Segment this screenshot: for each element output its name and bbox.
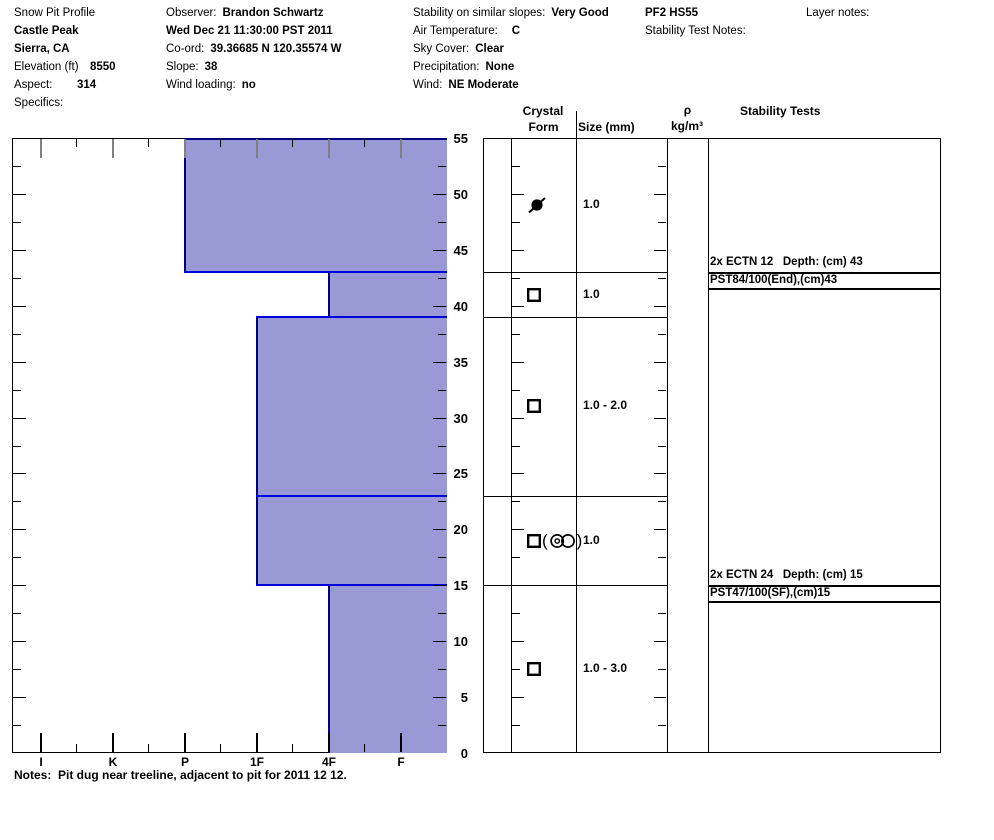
report-title: Snow Pit Profile bbox=[14, 6, 95, 21]
notes-text bbox=[51, 768, 58, 782]
sky-cover-label: Sky Cover: bbox=[413, 43, 470, 55]
pf-hs-value: PF2 HS55 bbox=[645, 7, 699, 19]
notes-label: Notes: bbox=[14, 768, 52, 782]
specifics-label: Specifics: bbox=[14, 97, 64, 109]
stability-test-notes-row: Stability Test Notes: bbox=[645, 24, 746, 39]
specifics-row: Specifics: bbox=[14, 96, 63, 111]
date-value: Wed Dec 21 11:30:00 PST 2011 bbox=[166, 25, 333, 37]
pf-hs-row: PF2 HS55 bbox=[645, 6, 698, 21]
stability-tests-header: Stability Tests bbox=[740, 104, 821, 118]
notes-line: Notes: Pit dug near treeline, adjacent t… bbox=[14, 768, 347, 782]
layer-notes-row: Layer notes: bbox=[806, 6, 869, 21]
slope-value: 38 bbox=[204, 61, 218, 73]
stability-slopes-value: Very Good bbox=[551, 7, 609, 19]
site-region-value: Sierra, CA bbox=[14, 43, 70, 55]
size-header: Size (mm) bbox=[578, 120, 635, 134]
elevation-value: 8550 bbox=[90, 61, 116, 73]
precipitation-row: Precipitation: None bbox=[413, 60, 514, 75]
aspect-row: Aspect: 314 bbox=[14, 78, 96, 93]
table-divider-density-stability bbox=[708, 138, 709, 753]
hardness-axis-label: P bbox=[180, 755, 189, 769]
layer-notes-label: Layer notes: bbox=[806, 7, 870, 19]
site-name: Castle Peak bbox=[14, 24, 79, 39]
site-name-value: Castle Peak bbox=[14, 25, 79, 37]
air-temp-value: C bbox=[511, 25, 521, 37]
elevation-row: Elevation (ft) 8550 bbox=[14, 60, 116, 75]
density-symbol-header: ρ bbox=[683, 103, 692, 117]
stability-slopes-label: Stability on similar slopes: bbox=[413, 7, 546, 19]
aspect-label: Aspect: bbox=[14, 79, 53, 91]
slope-row: Slope: 38 bbox=[166, 60, 217, 75]
hardness-axis-label: 1F bbox=[249, 755, 264, 769]
date-row: Wed Dec 21 11:30:00 PST 2011 bbox=[166, 24, 333, 39]
hardness-axis-label: F bbox=[397, 755, 405, 769]
elevation-label: Elevation (ft) bbox=[14, 61, 79, 73]
coord-value: 39.36685 N 120.35574 W bbox=[210, 43, 342, 55]
precipitation-value: None bbox=[485, 61, 515, 73]
hardness-axis-label: K bbox=[108, 755, 118, 769]
slope-label: Slope: bbox=[166, 61, 199, 73]
precipitation-label: Precipitation: bbox=[413, 61, 480, 73]
report-title-label: Snow Pit Profile bbox=[14, 7, 96, 19]
observer-row: Observer: Brandon Schwartz bbox=[166, 6, 323, 21]
crystal-header: Crystal bbox=[522, 104, 564, 118]
observer-value: Brandon Schwartz bbox=[222, 7, 324, 19]
site-region: Sierra, CA bbox=[14, 42, 70, 57]
stability-test-notes-label: Stability Test Notes: bbox=[645, 25, 746, 37]
air-temp-row: Air Temperature: C bbox=[413, 24, 520, 39]
air-temp-label: Air Temperature: bbox=[413, 25, 498, 37]
sky-cover-row: Sky Cover: Clear bbox=[413, 42, 504, 57]
hardness-axis-label: 4F bbox=[321, 755, 336, 769]
table-divider-size-density bbox=[667, 138, 668, 753]
density-units-header: kg/m³ bbox=[670, 119, 703, 133]
wind-row: Wind: NE Moderate bbox=[413, 78, 519, 93]
layer-data-table bbox=[483, 138, 941, 753]
stability-slopes-row: Stability on similar slopes: Very Good bbox=[413, 6, 609, 21]
hardness-profile-plot bbox=[12, 138, 447, 753]
table-divider-form-size bbox=[576, 111, 577, 753]
wind-label: Wind: bbox=[413, 79, 443, 91]
wind-loading-value: no bbox=[241, 79, 256, 91]
observer-label: Observer: bbox=[166, 7, 217, 19]
hardness-axis-label: I bbox=[39, 755, 43, 769]
wind-loading-label: Wind loading: bbox=[166, 79, 236, 91]
form-header: Form bbox=[528, 120, 559, 134]
coord-row: Co-ord: 39.36685 N 120.35574 W bbox=[166, 42, 341, 57]
coord-label: Co-ord: bbox=[166, 43, 205, 55]
aspect-value: 314 bbox=[77, 79, 97, 91]
sky-cover-value: Clear bbox=[475, 43, 505, 55]
wind-value: NE Moderate bbox=[448, 79, 519, 91]
notes-text-value: Pit dug near treeline, adjacent to pit f… bbox=[58, 768, 347, 782]
table-divider-narrow-form bbox=[511, 138, 512, 753]
wind-loading-row: Wind loading: no bbox=[166, 78, 256, 93]
